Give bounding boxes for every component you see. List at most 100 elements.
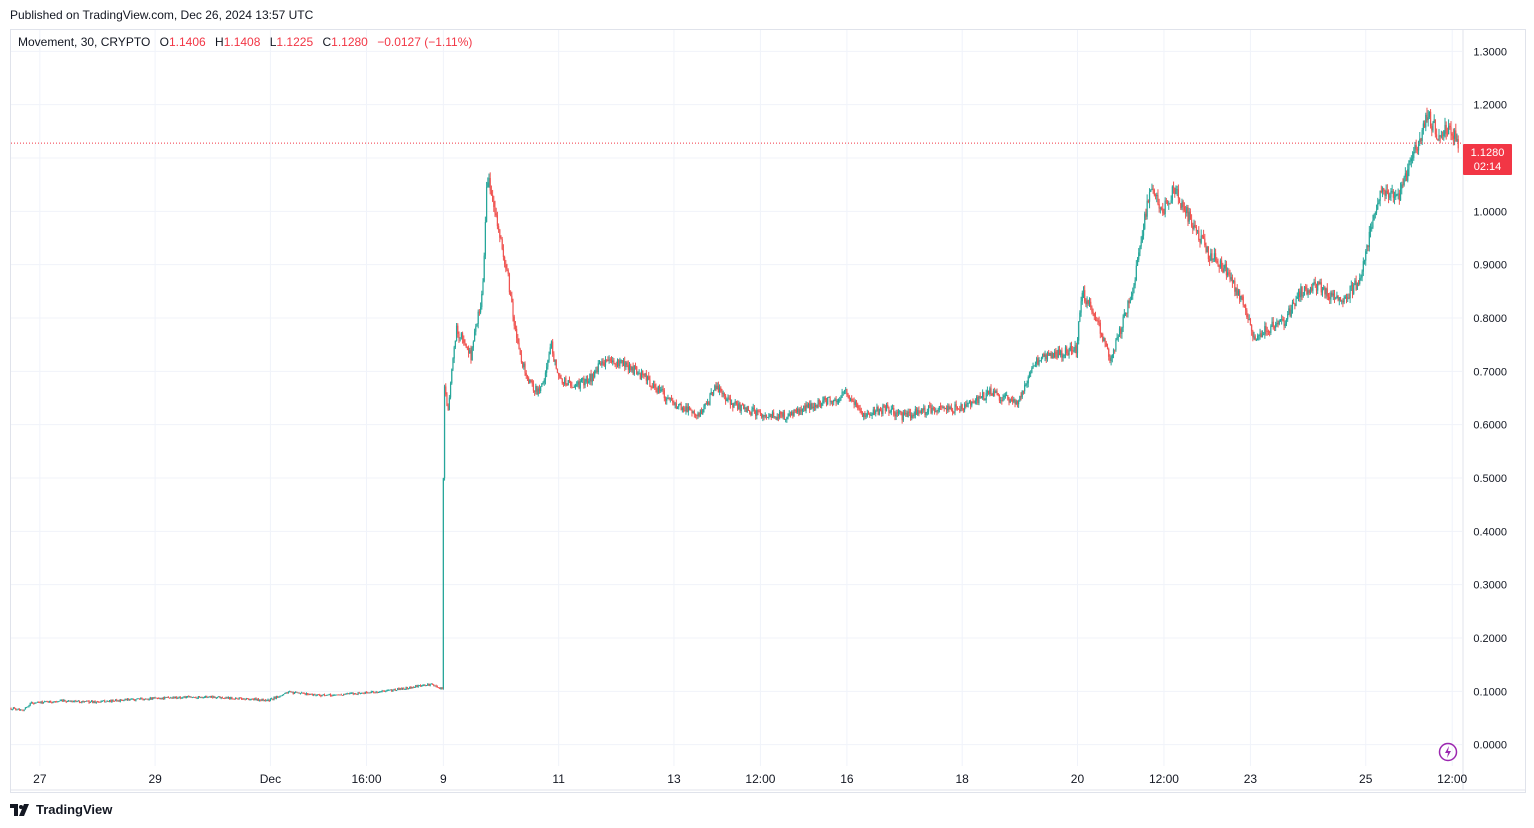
lightning-bolt-icon[interactable] (1438, 742, 1458, 762)
candle-body (485, 186, 488, 223)
candle-body (738, 403, 740, 410)
candle-body (801, 408, 804, 412)
candle-body (250, 698, 252, 700)
candle-body (100, 701, 102, 702)
candle-body (615, 364, 617, 366)
candle-body (453, 347, 455, 359)
candle-body (359, 693, 362, 694)
last-price-value: 1.1280 (1470, 147, 1505, 159)
candle-body (612, 360, 614, 363)
candle-body (371, 691, 374, 693)
candle-body (980, 397, 983, 399)
candle-body (767, 417, 769, 418)
candle-body (159, 698, 161, 699)
candle-body (761, 413, 763, 418)
candle-body (1456, 139, 1458, 141)
candle-body (887, 404, 889, 408)
candle-body (286, 692, 288, 694)
candle-body (1402, 184, 1404, 186)
candle-body (393, 689, 395, 691)
candle-body (238, 697, 240, 700)
candle-body (1450, 127, 1452, 134)
candle-body (69, 700, 71, 702)
candle-body (1188, 211, 1190, 222)
candle-body (1198, 230, 1200, 240)
candle-body (1172, 186, 1175, 188)
candle-body (857, 404, 859, 409)
candle-body (208, 696, 210, 698)
candle-body (220, 697, 222, 699)
footer-brand[interactable]: TradingView (10, 802, 112, 817)
change-value: −0.0127 (−1.11%) (377, 35, 473, 49)
candle-body (32, 702, 34, 704)
candle-body (1142, 228, 1145, 236)
candle-body (1178, 198, 1181, 204)
candle-body (1182, 201, 1184, 207)
candle-body (961, 404, 963, 409)
candle-body (572, 387, 574, 388)
candle-body (931, 407, 933, 413)
candle-body (780, 411, 782, 415)
candle-body (274, 697, 276, 699)
candle-body (954, 404, 956, 413)
candle-body (518, 342, 520, 350)
open-label: O (159, 35, 169, 49)
candle-body (295, 691, 297, 693)
candle-body (1008, 399, 1010, 403)
candle-body (1405, 173, 1408, 181)
candle-body (256, 698, 258, 700)
candle-body (344, 694, 346, 695)
x-tick-label: 20 (1071, 772, 1085, 786)
candle-body (941, 406, 943, 408)
candle-body (889, 412, 891, 413)
candle-body (1100, 333, 1103, 335)
candle-body (429, 684, 431, 686)
candle-body (352, 693, 354, 695)
candle-body (968, 400, 970, 404)
candle-body (846, 388, 848, 395)
candle-body (576, 384, 578, 386)
candle-body (785, 419, 787, 420)
candle-body (311, 694, 314, 696)
candle-body (90, 701, 93, 703)
candle-body (939, 406, 942, 407)
candle-body (147, 698, 149, 700)
candle-body (1314, 281, 1316, 284)
candle-body (657, 386, 659, 393)
candle-body (172, 697, 174, 699)
candle-body (1372, 220, 1374, 228)
candle-body (368, 692, 370, 694)
candle-body (841, 391, 843, 398)
candle-body (1311, 287, 1313, 291)
candle-body (436, 686, 438, 688)
y-tick-label: 0.5000 (1473, 473, 1507, 485)
candle-body (347, 693, 350, 695)
candle-body (200, 697, 202, 699)
candle-body (556, 368, 559, 374)
candle-body (428, 683, 430, 686)
candle-body (48, 700, 51, 703)
chart-frame[interactable] (10, 29, 1526, 793)
candle-body (935, 411, 937, 413)
candle-body (325, 695, 327, 697)
candle-body (1373, 214, 1375, 221)
candle-body (520, 354, 523, 363)
high-label: H (215, 35, 224, 49)
candle-body (483, 255, 485, 282)
candle-body (119, 699, 121, 702)
candle-body (343, 694, 345, 696)
candle-body (1449, 125, 1451, 128)
x-tick-label: 12:00 (1437, 772, 1467, 786)
candle-body (1085, 301, 1087, 305)
candle-body (1422, 123, 1424, 130)
candle-body (831, 401, 834, 403)
candle-body (992, 391, 995, 396)
candle-body (732, 403, 734, 408)
candle-body (770, 414, 772, 418)
candle-body (1154, 195, 1157, 197)
candle-body (1174, 187, 1176, 195)
candle-body (81, 701, 83, 703)
candle-body (275, 696, 278, 699)
candle-body (656, 389, 658, 393)
